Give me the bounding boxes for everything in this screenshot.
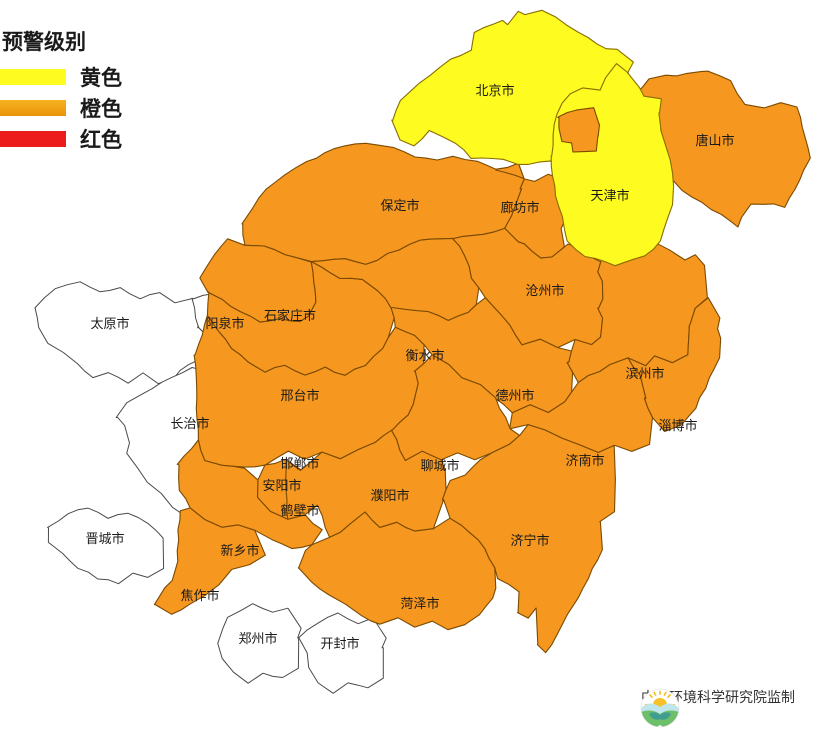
svg-text:太原市: 太原市 [90,316,129,331]
svg-text:阳泉市: 阳泉市 [205,316,244,331]
svg-text:濮阳市: 濮阳市 [370,488,409,503]
svg-text:鹤壁市: 鹤壁市 [280,503,319,518]
svg-text:邯郸市: 邯郸市 [280,456,319,471]
svg-text:唐山市: 唐山市 [695,133,734,148]
svg-text:郑州市: 郑州市 [238,631,277,646]
svg-text:滨州市: 滨州市 [625,366,664,381]
svg-text:济宁市: 济宁市 [510,533,549,548]
svg-text:北京市: 北京市 [475,83,514,98]
svg-text:安阳市: 安阳市 [262,478,301,493]
svg-text:沧州市: 沧州市 [525,283,564,298]
svg-text:开封市: 开封市 [320,636,359,651]
svg-text:德州市: 德州市 [495,388,534,403]
svg-text:淄博市: 淄博市 [658,418,697,433]
svg-text:邢台市: 邢台市 [280,388,319,403]
svg-text:菏泽市: 菏泽市 [400,596,439,611]
svg-text:聊城市: 聊城市 [420,458,459,473]
svg-text:天津市: 天津市 [590,188,629,203]
svg-text:新乡市: 新乡市 [220,543,259,558]
svg-text:晋城市: 晋城市 [85,531,124,546]
svg-text:焦作市: 焦作市 [180,588,219,603]
svg-text:保定市: 保定市 [380,198,419,213]
svg-text:石家庄市: 石家庄市 [264,308,316,323]
svg-text:长治市: 长治市 [170,416,209,431]
svg-text:廊坊市: 廊坊市 [500,200,539,215]
svg-text:济南市: 济南市 [565,453,604,468]
svg-text:衡水市: 衡水市 [405,348,444,363]
